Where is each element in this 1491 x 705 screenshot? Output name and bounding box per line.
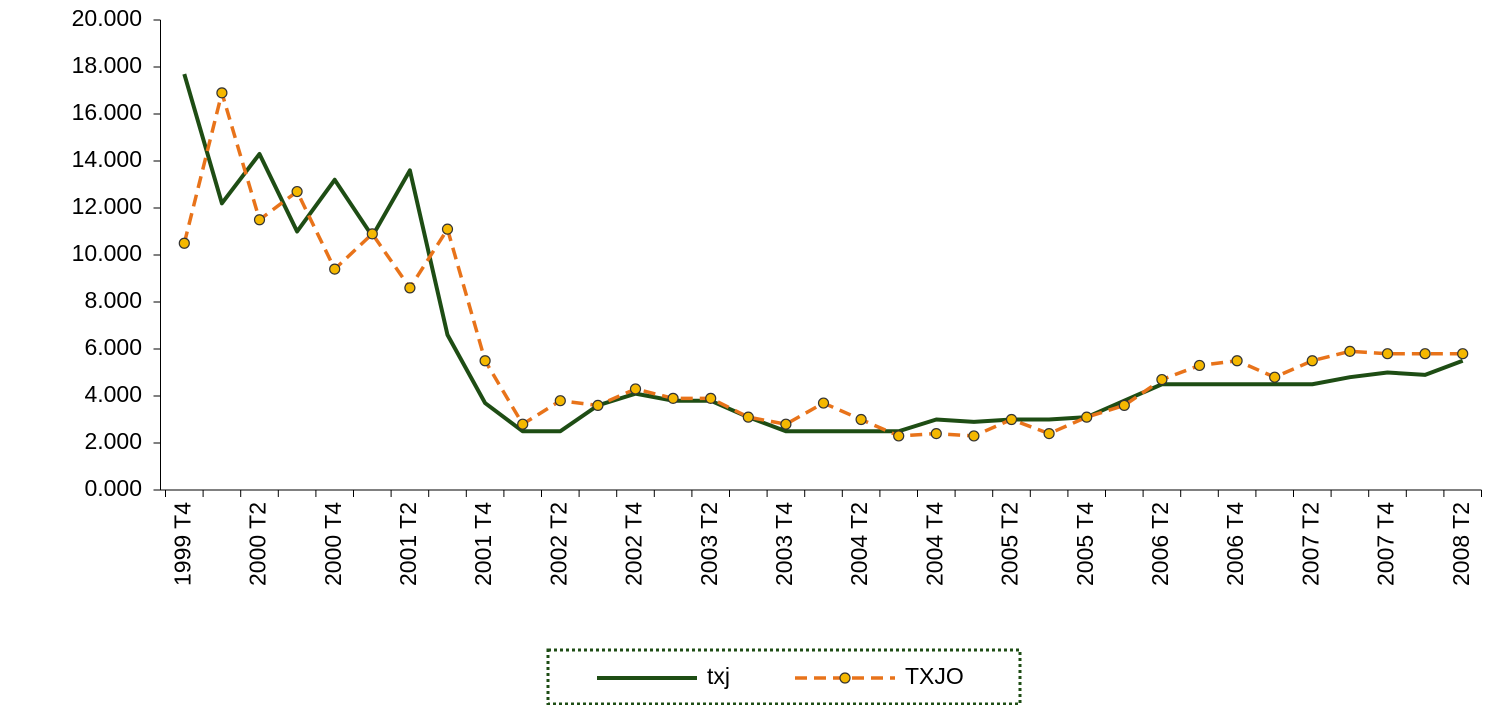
x-tick-label: 2008 T2 — [1448, 502, 1474, 586]
marker — [554, 395, 566, 407]
y-tick-label: 8.000 — [84, 287, 142, 313]
marker — [253, 214, 266, 226]
marker — [1156, 373, 1168, 386]
x-tick-label: 2004 T2 — [846, 502, 872, 586]
marker — [1043, 428, 1055, 440]
marker — [705, 392, 717, 404]
x-tick-label: 2003 T4 — [771, 502, 797, 586]
marker — [742, 411, 754, 423]
marker — [1457, 348, 1469, 360]
marker — [1081, 411, 1093, 423]
marker — [1306, 355, 1318, 367]
x-tick-label: 2002 T4 — [621, 502, 647, 586]
marker — [291, 185, 303, 198]
marker — [329, 263, 341, 275]
marker — [930, 428, 942, 440]
marker — [366, 228, 378, 240]
y-tick-label: 16.000 — [72, 99, 142, 125]
x-tick-label: 2006 T4 — [1222, 502, 1248, 586]
marker — [1005, 413, 1018, 426]
marker — [592, 399, 604, 411]
x-tick-label: 2003 T2 — [696, 502, 722, 586]
marker — [404, 282, 416, 294]
y-tick-label: 14.000 — [72, 146, 142, 172]
series-line — [182, 73, 1464, 434]
marker — [1231, 355, 1243, 367]
marker — [178, 237, 190, 249]
legend-marker — [839, 672, 851, 684]
y-tick-label: 10.000 — [72, 240, 142, 266]
marker — [517, 418, 529, 430]
y-tick-label: 12.000 — [72, 193, 142, 219]
x-tick-label: 2001 T2 — [395, 502, 421, 586]
marker — [968, 430, 980, 442]
marker — [893, 430, 905, 442]
x-tick-label: 2007 T2 — [1297, 502, 1323, 586]
marker — [667, 392, 679, 404]
marker — [479, 355, 491, 367]
x-tick-label: 2000 T2 — [245, 502, 271, 586]
marker — [1381, 348, 1394, 360]
marker — [1419, 348, 1431, 360]
y-tick-label: 20.000 — [72, 5, 142, 31]
x-tick-label: 2005 T4 — [1072, 502, 1098, 586]
legend-label: TXJO — [905, 663, 964, 689]
marker — [855, 413, 867, 426]
y-tick-label: 6.000 — [84, 334, 142, 360]
y-tick-label: 18.000 — [72, 52, 142, 78]
marker — [441, 223, 454, 235]
marker — [817, 397, 830, 409]
y-tick-label: 2.000 — [84, 428, 142, 454]
marker — [1118, 399, 1130, 411]
marker — [629, 383, 642, 395]
x-tick-label: 1999 T4 — [169, 502, 195, 586]
marker — [1344, 345, 1356, 357]
x-tick-label: 2007 T4 — [1373, 502, 1399, 586]
x-tick-label: 2004 T4 — [921, 502, 947, 586]
y-tick-label: 0.000 — [84, 475, 142, 501]
legend-label: txj — [707, 663, 730, 689]
x-tick-label: 2005 T2 — [997, 502, 1023, 586]
y-tick-label: 4.000 — [84, 381, 142, 407]
x-tick-label: 2000 T4 — [320, 502, 346, 586]
legend-box — [546, 648, 1022, 705]
x-tick-label: 2002 T2 — [545, 502, 571, 586]
x-tick-label: 2001 T4 — [470, 502, 496, 586]
marker — [780, 418, 792, 430]
marker — [1193, 359, 1206, 372]
x-tick-label: 2006 T2 — [1147, 502, 1173, 586]
marker — [216, 87, 228, 99]
marker — [1269, 371, 1281, 383]
